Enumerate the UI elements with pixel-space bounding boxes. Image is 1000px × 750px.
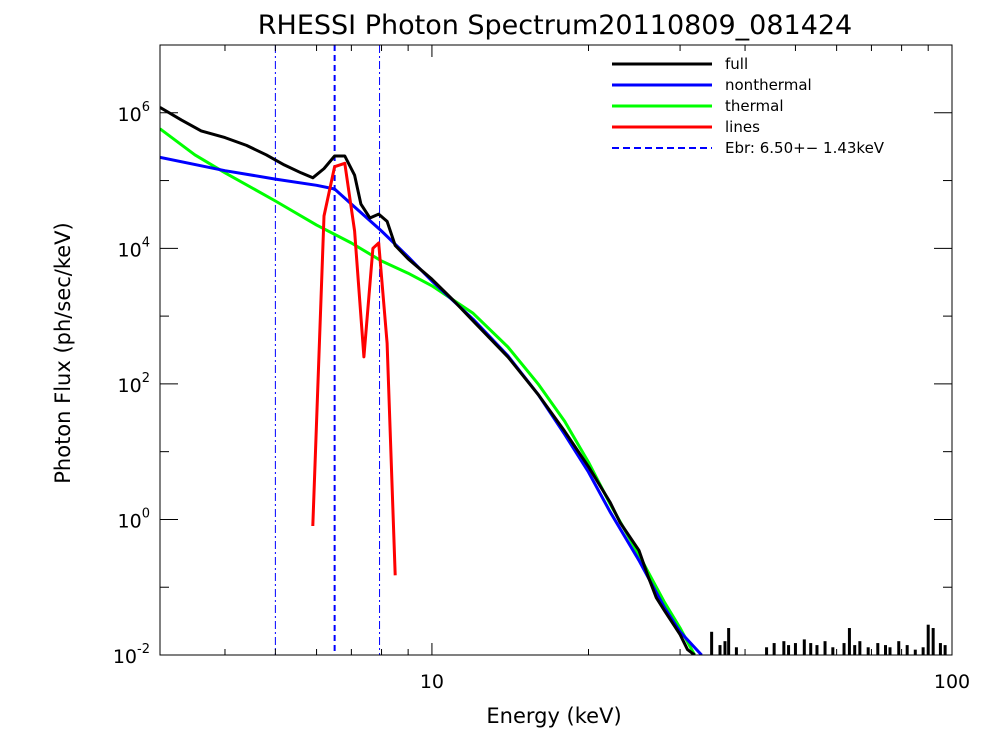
y-axis-label: Photon Flux (ph/sec/keV): [51, 222, 75, 484]
x-tick-label: 10: [420, 671, 444, 693]
legend-label: nonthermal: [725, 76, 812, 94]
legend-label: lines: [725, 118, 760, 136]
y-tick-label: 106: [118, 100, 150, 126]
y-tick-label: 10-2: [113, 642, 150, 668]
series-thermal-line: [160, 127, 696, 655]
legend-label: full: [725, 55, 748, 73]
y-tick-label: 100: [118, 506, 150, 532]
legend: full nonthermal thermal lines Ebr: 6.50+− 1.…: [612, 55, 885, 157]
chart-title: RHESSI Photon Spectrum20110809_081424: [258, 10, 853, 41]
series-lines-line: [311, 161, 397, 576]
x-axis-ticks: 10 100: [159, 45, 970, 693]
legend-label: Ebr: 6.50+− 1.43keV: [725, 139, 885, 157]
plot-frame: [159, 44, 953, 656]
y-axis-ticks: 10-2 100 102 104 106: [113, 100, 952, 668]
series-nonthermal-line: [160, 155, 703, 655]
y-tick-label: 104: [118, 235, 150, 261]
legend-label: thermal: [725, 97, 784, 115]
y-tick-label: 102: [118, 371, 150, 397]
plot-border: [159, 44, 953, 656]
series-full-line: [160, 106, 696, 655]
x-axis-label: Energy (keV): [486, 704, 621, 728]
plot-area: [160, 45, 947, 655]
x-tick-label: 100: [934, 671, 970, 693]
